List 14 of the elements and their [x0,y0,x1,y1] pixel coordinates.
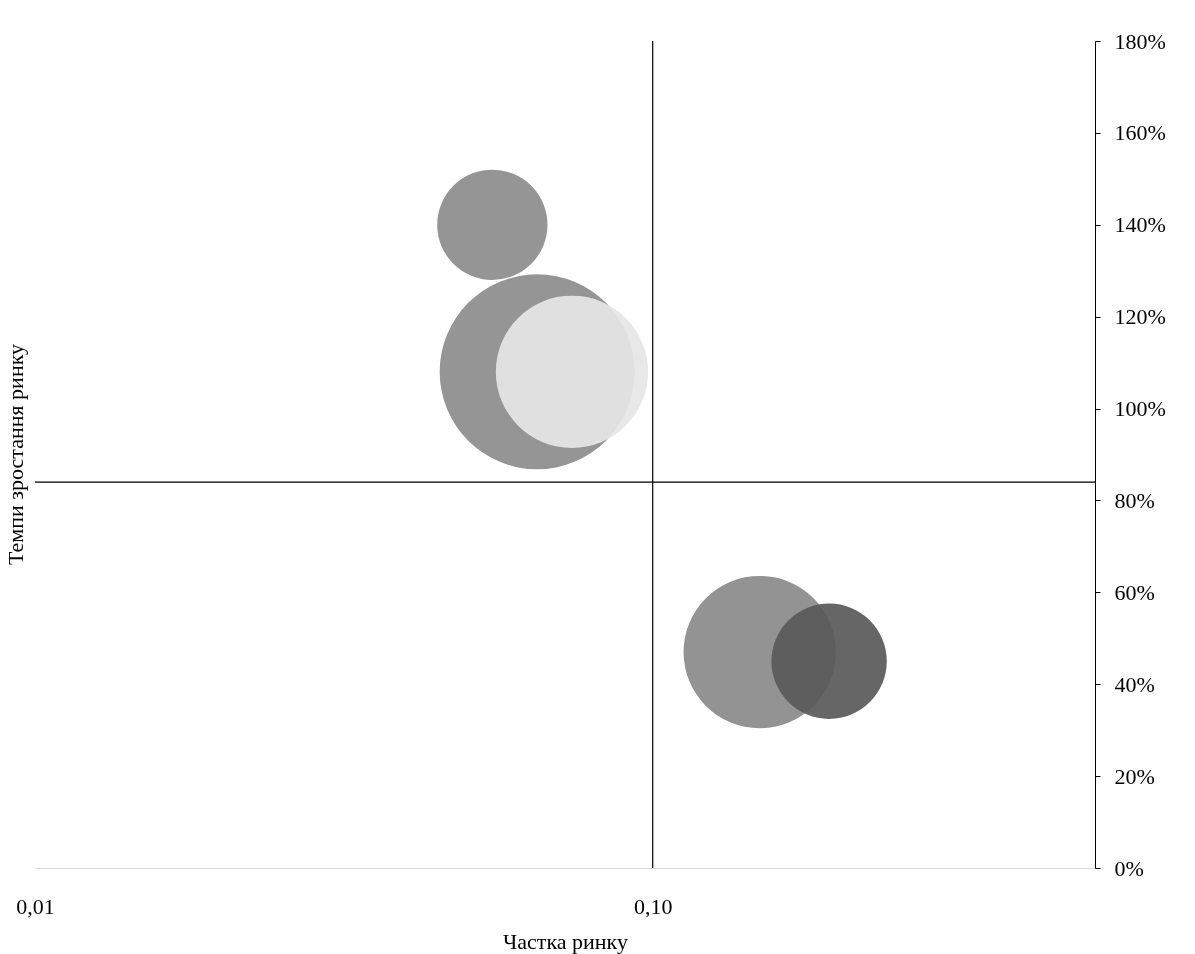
y-tick-label: 160% [1114,120,1166,146]
y-tick-label: 60% [1114,579,1155,605]
y-tick-label: 20% [1114,763,1155,789]
y-tick-label: 140% [1114,212,1166,238]
y-axis-title: Темпи зростання ринку [2,343,28,566]
y-tick-label: 0% [1114,855,1144,881]
y-tick-label: 100% [1114,396,1166,422]
x-axis-title: Частка ринку [503,928,628,954]
y-tick-label: 120% [1114,304,1166,330]
y-tick-label: 80% [1114,487,1155,513]
y-tick-label: 40% [1114,671,1155,697]
x-tick-label: 0,01 [16,893,55,919]
x-tick-label: 0,10 [633,893,673,919]
y-tick-label: 180% [1114,28,1166,54]
